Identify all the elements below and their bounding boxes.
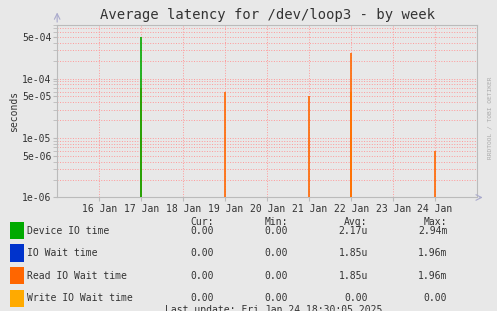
Text: 1.85u: 1.85u bbox=[338, 271, 368, 281]
Text: Last update: Fri Jan 24 18:30:05 2025: Last update: Fri Jan 24 18:30:05 2025 bbox=[165, 305, 382, 311]
Text: 0.00: 0.00 bbox=[265, 293, 288, 303]
Text: 0.00: 0.00 bbox=[265, 225, 288, 235]
Text: 2.17u: 2.17u bbox=[338, 225, 368, 235]
Text: 2.94m: 2.94m bbox=[418, 225, 447, 235]
Text: 0.00: 0.00 bbox=[190, 293, 214, 303]
Text: IO Wait time: IO Wait time bbox=[27, 248, 98, 258]
Text: 1.85u: 1.85u bbox=[338, 248, 368, 258]
Title: Average latency for /dev/loop3 - by week: Average latency for /dev/loop3 - by week bbox=[99, 8, 435, 22]
Text: 0.00: 0.00 bbox=[424, 293, 447, 303]
Text: 0.00: 0.00 bbox=[190, 225, 214, 235]
Text: Read IO Wait time: Read IO Wait time bbox=[27, 271, 127, 281]
Text: Device IO time: Device IO time bbox=[27, 225, 109, 235]
Text: 0.00: 0.00 bbox=[190, 248, 214, 258]
Bar bbox=[10, 267, 24, 284]
Bar bbox=[10, 244, 24, 262]
Text: 0.00: 0.00 bbox=[265, 248, 288, 258]
Text: Cur:: Cur: bbox=[190, 216, 214, 227]
Text: RRDTOOL / TOBI OETIKER: RRDTOOL / TOBI OETIKER bbox=[487, 77, 492, 160]
Text: 1.96m: 1.96m bbox=[418, 248, 447, 258]
Text: Max:: Max: bbox=[424, 216, 447, 227]
Text: Min:: Min: bbox=[265, 216, 288, 227]
Bar bbox=[10, 290, 24, 307]
Text: Avg:: Avg: bbox=[344, 216, 368, 227]
Text: 0.00: 0.00 bbox=[190, 271, 214, 281]
Bar bbox=[10, 222, 24, 239]
Text: Write IO Wait time: Write IO Wait time bbox=[27, 293, 133, 303]
Text: 0.00: 0.00 bbox=[265, 271, 288, 281]
Y-axis label: seconds: seconds bbox=[9, 91, 19, 132]
Text: 0.00: 0.00 bbox=[344, 293, 368, 303]
Text: 1.96m: 1.96m bbox=[418, 271, 447, 281]
